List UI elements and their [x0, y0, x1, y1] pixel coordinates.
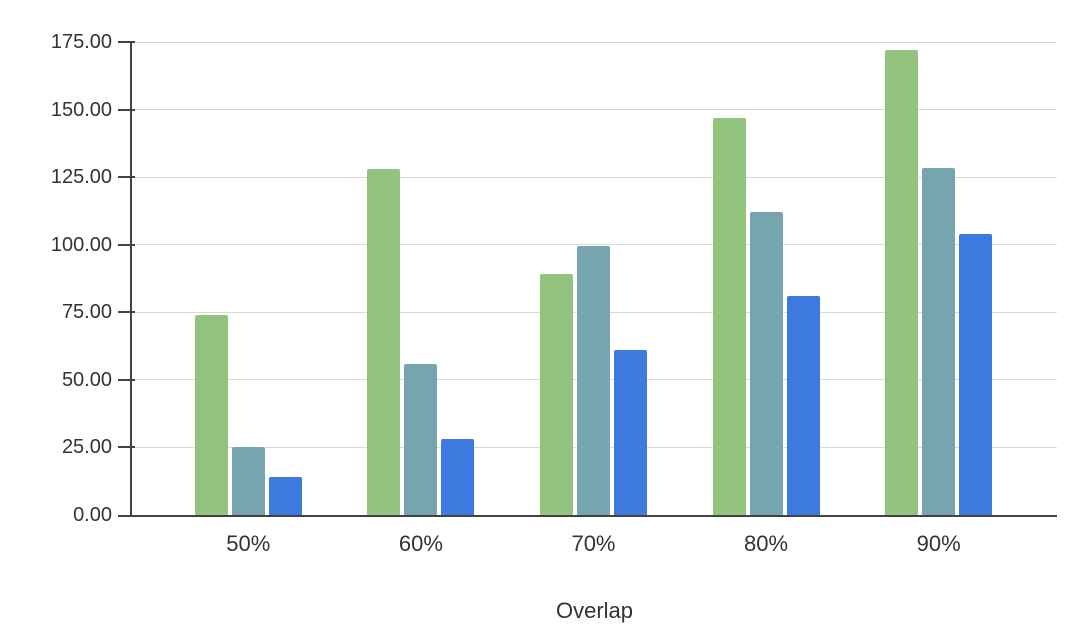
bar-70%-series-1	[539, 274, 573, 515]
y-axis-tick-label: 125.00	[50, 166, 112, 189]
y-axis-tick	[118, 243, 135, 246]
y-axis-tick	[118, 176, 135, 179]
gridline	[132, 244, 1057, 246]
bar-50%-series-2	[231, 447, 265, 515]
bar-group-80%	[680, 42, 853, 515]
bar-60%-series-3	[441, 439, 475, 515]
bar-50%-series-3	[268, 477, 302, 515]
x-axis-category-label: 90%	[916, 531, 961, 556]
bar-group-70%	[507, 42, 680, 515]
x-axis-category-label: 60%	[398, 531, 443, 556]
bar-70%-series-2	[576, 246, 610, 515]
x-axis: 50% 60% 70% 80% 90%	[132, 531, 1057, 557]
bar-90%-series-3	[959, 233, 993, 515]
y-axis-tick	[118, 41, 135, 43]
bar-70%-series-3	[613, 350, 647, 515]
bar-50%-series-1	[194, 315, 228, 515]
bar-80%-series-3	[786, 296, 820, 515]
plot-area	[118, 41, 1057, 517]
y-axis-tick-label: 75.00	[61, 301, 112, 324]
x-axis-title: Overlap	[555, 598, 634, 623]
y-axis-tick-label: 25.00	[61, 436, 112, 459]
bar-90%-series-2	[922, 167, 956, 515]
bar-80%-series-1	[712, 117, 746, 515]
y-axis-tick	[118, 515, 135, 517]
x-axis-category-label: 80%	[744, 531, 789, 556]
y-axis-tick-label: 0.00	[73, 504, 112, 526]
y-axis: 0.00 25.00 50.00 75.00 100.00 125.00 150.00 175…	[0, 32, 112, 525]
y-axis-tick	[118, 108, 135, 111]
bar-80%-series-2	[749, 212, 783, 515]
x-axis-category-label: 70%	[571, 531, 616, 556]
y-axis-tick-label: 150.00	[50, 98, 112, 121]
y-axis-tick-label: 100.00	[50, 233, 112, 256]
bar-group-50%	[162, 42, 335, 515]
bar-90%-series-1	[885, 50, 919, 515]
gridline	[132, 176, 1057, 178]
y-axis-tick-label: 50.00	[61, 368, 112, 391]
bars-layer	[132, 42, 1057, 515]
y-axis-tick	[118, 311, 135, 314]
gridline	[132, 109, 1057, 111]
x-axis-category-label: 50%	[226, 531, 271, 556]
gridline	[132, 41, 1057, 43]
y-axis-tick	[118, 378, 135, 381]
bar-group-90%	[852, 42, 1025, 515]
y-axis-tick	[118, 446, 135, 449]
bar-60%-series-2	[404, 363, 438, 515]
y-axis-tick-label: 175.00	[50, 31, 112, 53]
bar-60%-series-1	[367, 169, 401, 515]
bar-group-60%	[335, 42, 508, 515]
